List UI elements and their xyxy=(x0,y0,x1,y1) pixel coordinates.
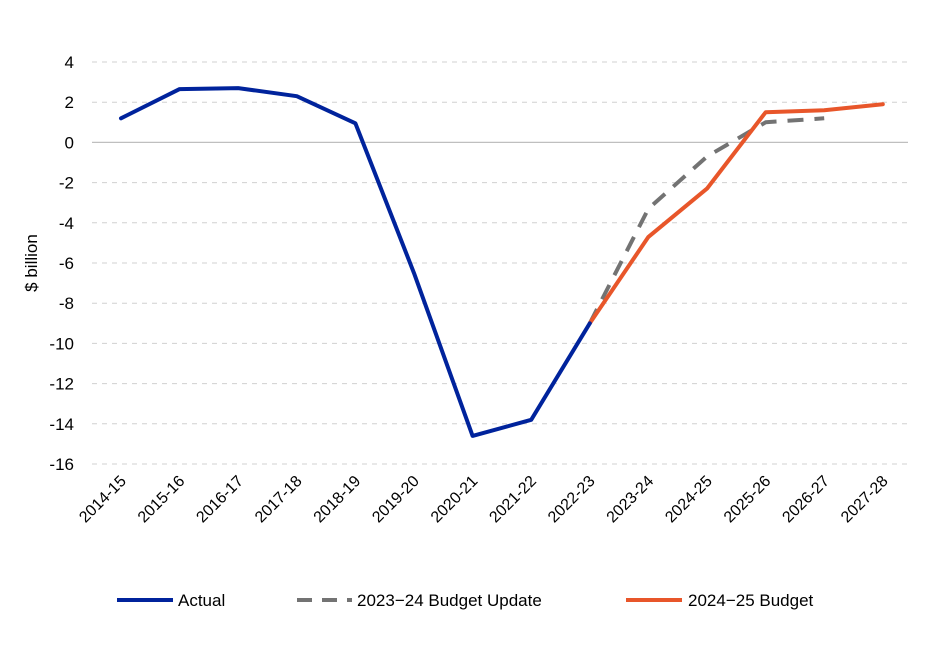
y-tick-label: 2 xyxy=(65,93,74,112)
series-line-budget-update-2023-24 xyxy=(588,116,825,325)
y-tick-label: -4 xyxy=(59,214,74,233)
x-tick-label: 2023-24 xyxy=(604,473,658,527)
y-axis-label: $ billion xyxy=(22,234,41,292)
x-tick-label: 2022-23 xyxy=(545,473,599,527)
x-tick-label: 2014-15 xyxy=(76,473,130,527)
x-tick-label: 2025-26 xyxy=(721,473,775,527)
x-tick-label: 2015-16 xyxy=(135,473,189,527)
legend: Actual 2023−24 Budget Update 2024−25 Budge… xyxy=(117,591,814,610)
x-tick-label: 2024-25 xyxy=(662,473,716,527)
y-tick-label: -2 xyxy=(59,174,74,193)
legend-label: Actual xyxy=(178,591,225,610)
x-tick-label: 2021-22 xyxy=(486,473,540,527)
y-tick-label: -12 xyxy=(49,375,74,394)
y-tick-label: 4 xyxy=(65,53,74,72)
y-axis-ticks: 4 2 0 -2 -4 -6 -8 -10 -12 -14 -16 xyxy=(49,53,74,474)
legend-label: 2024−25 Budget xyxy=(688,591,814,610)
legend-item: 2023−24 Budget Update xyxy=(297,591,542,610)
x-tick-label: 2018-19 xyxy=(311,473,365,527)
x-tick-label: 2020-21 xyxy=(428,473,482,527)
series-lines xyxy=(119,86,885,438)
gridlines xyxy=(92,61,908,465)
legend-item: 2024−25 Budget xyxy=(626,591,814,610)
x-tick-label: 2016-17 xyxy=(193,473,247,527)
y-tick-label: -10 xyxy=(49,334,74,353)
series-line-actual xyxy=(119,86,592,438)
x-axis-ticks: 2014-15 2015-16 2016-17 2017-18 2018-19 2019-… xyxy=(76,473,891,527)
x-tick-label: 2026-27 xyxy=(779,473,833,527)
y-tick-label: -16 xyxy=(49,455,74,474)
y-tick-label: -8 xyxy=(59,294,74,313)
x-tick-label: 2019-20 xyxy=(369,473,423,527)
x-tick-label: 2027-28 xyxy=(838,473,892,527)
legend-item: Actual xyxy=(117,591,225,610)
y-tick-label: 0 xyxy=(65,133,74,152)
legend-label: 2023−24 Budget Update xyxy=(357,591,542,610)
x-tick-label: 2017-18 xyxy=(252,473,306,527)
y-tick-label: -14 xyxy=(49,415,74,434)
series-line-budget-2024-25 xyxy=(587,102,885,326)
y-tick-label: -6 xyxy=(59,254,74,273)
